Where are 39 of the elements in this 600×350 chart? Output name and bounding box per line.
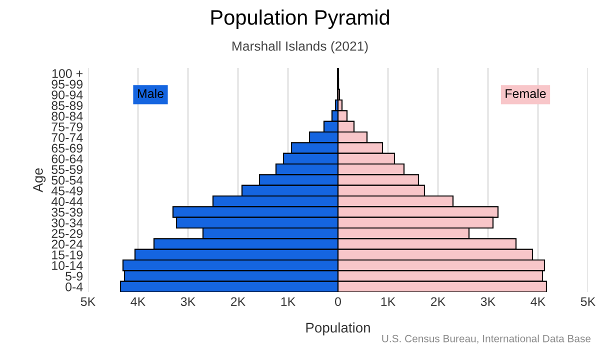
x-tick-label: 3K — [480, 297, 496, 306]
y-tick-label: 90-94 — [52, 90, 83, 100]
chart-subtitle: Marshall Islands (2021) — [232, 41, 368, 54]
y-tick-label: 15-19 — [52, 250, 83, 260]
y-tick-label: 35-39 — [52, 208, 83, 217]
x-tick-label: 1K — [381, 297, 396, 306]
y-tick-label: 70-74 — [52, 133, 83, 142]
x-tick-label: 5K — [580, 297, 596, 306]
x-tick-label: 0 — [335, 297, 341, 306]
y-tick-label: 60-64 — [52, 154, 83, 164]
x-axis-title: Population — [306, 322, 370, 336]
y-tick-label: 0-4 — [66, 282, 83, 292]
y-tick-label: 40-44 — [51, 197, 83, 206]
x-tick-label: 1K — [281, 297, 296, 306]
text: Male — [138, 88, 164, 98]
y-tick-label: 30-34 — [52, 218, 83, 228]
x-tick-label: 4K — [130, 297, 146, 306]
y-tick-label: 65-69 — [52, 144, 83, 153]
chart-title: Population Pyramid — [211, 10, 389, 29]
y-tick-label: 80-84 — [52, 112, 83, 121]
x-tick-label: 5K — [80, 297, 96, 306]
y-tick-label: 100 + — [52, 69, 83, 78]
y-tick-label: 50-54 — [52, 176, 83, 185]
y-tick-label: 95-99 — [52, 80, 83, 89]
y-tick-label: 75-79 — [52, 122, 83, 132]
x-tick-label: 2K — [230, 297, 246, 306]
text: Female — [506, 88, 546, 98]
x-tick-label: 2K — [430, 297, 446, 306]
y-tick-label: 25-29 — [52, 229, 83, 238]
y-tick-label: 20-24 — [52, 240, 83, 249]
y-tick-label: 10-14 — [52, 261, 83, 270]
y-tick-label: 5-9 — [66, 272, 83, 281]
y-tick-label: 45-49 — [51, 186, 83, 196]
x-tick-label: 3K — [180, 297, 196, 306]
x-tick-label: 4K — [530, 297, 546, 306]
y-axis-title: Age — [33, 168, 46, 192]
y-tick-label: 85-89 — [52, 101, 83, 110]
y-tick-label: 55-59 — [52, 165, 83, 174]
text: U.S. Census Bureau, International Data Base — [382, 334, 591, 344]
